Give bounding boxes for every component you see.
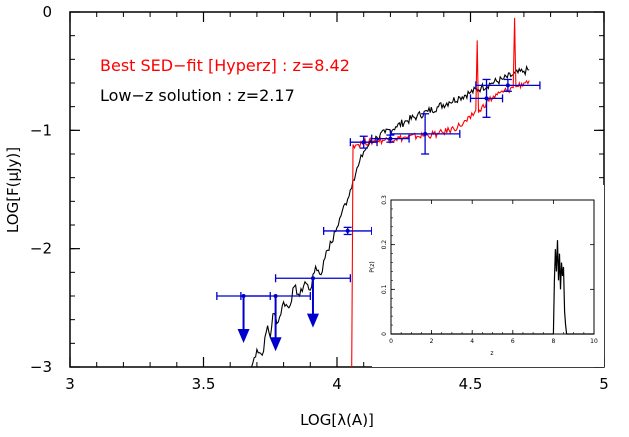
inset-y-tick-label: 0.3 [381, 195, 388, 205]
y-tick-label: −3 [30, 358, 52, 376]
x-tick-label: 4.5 [459, 375, 483, 393]
x-axis-label: LOG[λ(A)] [300, 411, 374, 429]
best-fit-spectrum-line [351, 17, 530, 368]
inset-x-tick-label: 6 [511, 338, 515, 345]
measurement-point [345, 228, 350, 233]
main-tick-labels: 3 3.5 4 4.5 5 0 −1 −2 −3 [30, 3, 609, 393]
upper-limit-arrow [237, 328, 250, 343]
inset-y-tick-label: 0.2 [381, 240, 388, 250]
pz-curve [391, 240, 594, 335]
measurement-point [423, 131, 428, 136]
inset-series [391, 240, 594, 335]
y-tick-label: −1 [30, 121, 52, 139]
legend-low-z: Low−z solution : z=2.17 [100, 86, 295, 105]
inset-x-tick-label: 4 [470, 338, 474, 345]
inset-x-tick-label: 2 [430, 338, 434, 345]
x-tick-label: 5 [599, 375, 609, 393]
low-z-spectrum-line [251, 64, 530, 368]
inset-tick-labels: 0 2 4 6 8 10 0 0.1 0.2 0.3 [381, 195, 598, 345]
inset-y-axis-label: P(z) [369, 261, 376, 272]
inset-background [372, 185, 604, 367]
main-measurements [216, 78, 541, 352]
upper-limit-arrow [306, 313, 319, 328]
x-tick-label: 3 [65, 375, 75, 393]
legend-best-fit: Best SED−fit [Hyperz] : z=8.42 [100, 56, 350, 75]
measurement-point [361, 140, 366, 145]
measurement-point [388, 136, 393, 141]
y-tick-label: −2 [30, 240, 52, 258]
upper-limit-arrow [269, 337, 282, 352]
inset-x-tick-label: 8 [551, 338, 555, 345]
main-series [251, 17, 530, 368]
x-tick-label: 4 [332, 375, 342, 393]
y-tick-label: 0 [42, 3, 52, 21]
inset-x-tick-label: 0 [389, 338, 393, 345]
y-axis-label: LOG[F(μJy)] [4, 147, 22, 233]
measurement-point [484, 96, 489, 101]
inset-y-tick-label: 0 [381, 332, 388, 336]
x-tick-label: 3.5 [192, 375, 216, 393]
measurement-point [505, 83, 510, 88]
inset-y-tick-label: 0.1 [381, 284, 388, 294]
inset-x-axis-label: z [490, 350, 493, 357]
inset-x-tick-label: 10 [590, 338, 598, 345]
